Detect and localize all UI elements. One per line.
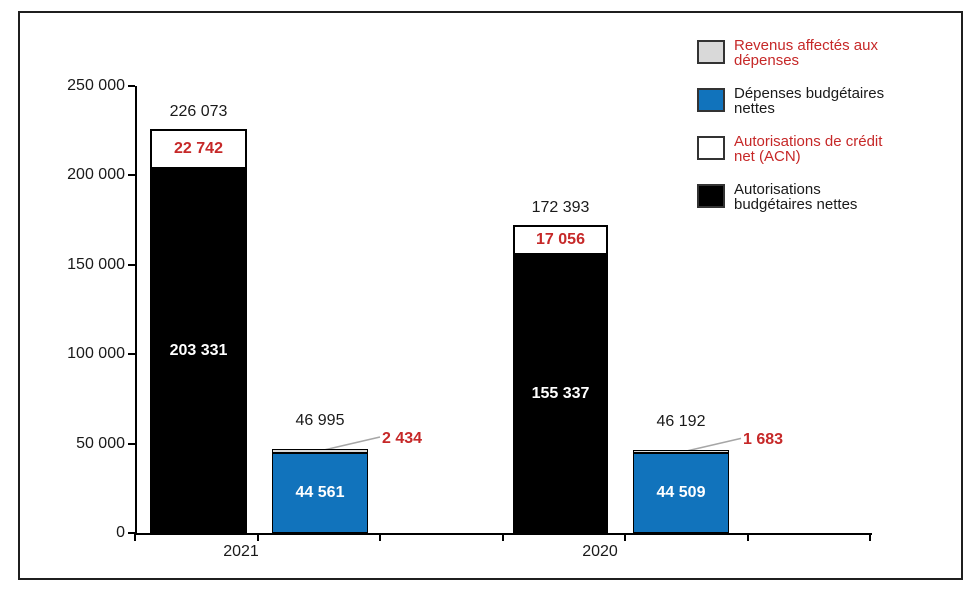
segment-label-dbn: 44 509 [656,484,706,502]
legend-label-abn: Autorisations budgétaires nettes [734,182,912,212]
y-axis-tick-label: 100 000 [67,345,125,363]
y-axis-tick-label: 250 000 [67,77,125,94]
legend-label-line: nettes [734,100,775,117]
legend-item-rad: Revenus affectés aux dépenses [697,38,912,68]
x-axis-tick [869,533,871,541]
legend-label-line: Autorisations [734,181,821,198]
legend-swatch-abn [697,184,725,208]
legend-label-line: Dépenses budgétaires [734,85,885,102]
y-axis-tick-label: 200 000 [67,166,125,184]
x-axis-tick [134,533,136,541]
legend-label-dbn: Dépenses budgétaires nettes [734,86,912,116]
legend-label-line: budgétaires nettes [734,196,858,213]
x-axis-tick [379,533,381,541]
legend-label-rad: Revenus affectés aux dépenses [734,38,912,68]
bar-segment-revenus-affectes [633,450,729,454]
legend-label-line: dépenses [734,52,800,69]
segment-label-abn: 155 337 [531,385,590,403]
bar-segment-autorisations-credit-net [150,128,247,170]
callout-label-revenus-affectes: 2 434 [382,429,423,447]
legend-label-acn: Autorisations de crédit net (ACN) [734,134,912,164]
y-axis-tick [128,263,135,266]
x-axis-tick [501,533,504,541]
legend-swatch-acn [697,136,725,160]
plot-area [135,86,872,535]
legend-swatch-rad [697,40,725,64]
legend-item-dbn: Dépenses budgétaires nettes [697,86,912,116]
segment-label-dbn: 44 561 [295,484,345,502]
x-axis-tick [256,533,259,541]
bar-segment-autorisations-budgetaires-nettes [513,255,608,533]
segment-label-acn: 22 742 [174,140,223,158]
callout-label-revenus-affectes: 1 683 [743,431,784,449]
x-axis-tick [746,533,749,541]
bar-total-label-expenses: 46 995 [295,411,345,429]
y-axis-tick [128,85,135,87]
chart-legend: Revenus affectés aux dépenses Dépenses bud… [697,38,912,212]
legend-swatch-dbn [697,88,725,112]
bar-segment-depenses-budgetaires-nettes [633,453,729,533]
x-axis-category-label: 2021 [223,543,259,560]
x-axis-category-label: 2020 [582,543,618,560]
y-axis-tick [128,353,135,356]
legend-item-abn: Autorisations budgétaires nettes [697,182,912,212]
y-axis-tick-label: 50 000 [76,434,125,452]
bar-segment-revenus-affectes [272,448,368,454]
legend-label-line: Autorisations de crédit [734,133,883,150]
y-axis-tick [128,532,135,534]
legend-label-line: Revenus affectés aux [734,37,878,54]
y-axis-tick [128,174,135,177]
y-axis-tick [128,442,135,445]
bar-segment-autorisations-budgetaires-nettes [150,169,247,533]
bar-segment-autorisations-credit-net [513,224,608,256]
y-axis-tick-label: 150 000 [67,255,125,273]
segment-label-abn: 203 331 [169,342,228,360]
bar-total-label-authorizations: 172 393 [531,198,590,216]
legend-label-line: net (ACN) [734,148,801,165]
x-axis-tick [624,533,626,541]
y-axis-tick-label: 0 [116,524,125,541]
segment-label-acn: 17 056 [536,231,585,248]
bar-total-label-expenses: 46 192 [656,413,706,431]
legend-item-acn: Autorisations de crédit net (ACN) [697,134,912,164]
bar-segment-depenses-budgetaires-nettes [272,453,368,533]
bar-total-label-authorizations: 226 073 [169,102,228,120]
